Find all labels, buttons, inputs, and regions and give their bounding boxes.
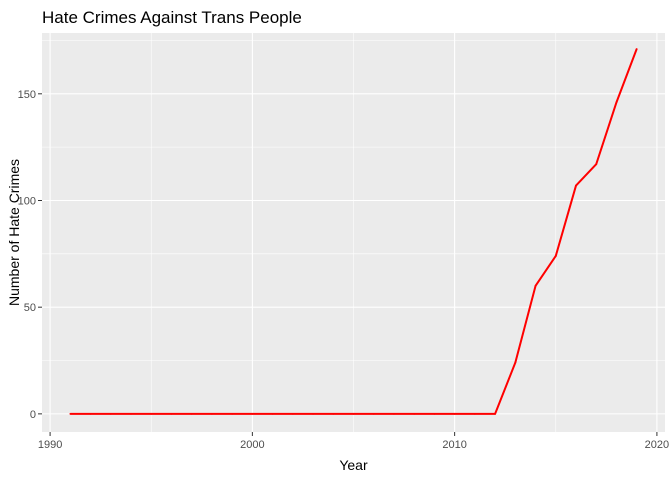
data-point: [514, 361, 517, 364]
data-point: [89, 412, 92, 415]
data-point: [271, 412, 274, 415]
x-tick-label: 2010: [442, 439, 466, 451]
minor-gridlines: [42, 33, 665, 432]
data-point: [615, 101, 618, 104]
y-tick-label: 150: [18, 89, 36, 101]
data-point: [595, 163, 598, 166]
data-point: [473, 412, 476, 415]
data-point: [554, 255, 557, 257]
y-tick-label: 100: [18, 195, 36, 207]
y-tick-label: 0: [30, 409, 36, 421]
x-tick-label: 2000: [240, 439, 264, 451]
data-point: [575, 184, 577, 187]
data-point: [130, 412, 132, 415]
y-tick-label: 50: [24, 302, 36, 314]
data-point: [231, 412, 234, 415]
y-axis: 0 50 100 150: [18, 89, 42, 421]
data-point: [312, 412, 314, 415]
data-point: [352, 412, 355, 415]
data-point: [393, 412, 395, 415]
data-point: [69, 412, 72, 415]
data-point: [109, 412, 112, 415]
major-gridlines: [42, 33, 665, 432]
data-point: [150, 412, 153, 415]
x-tick-label: 2020: [645, 439, 669, 451]
data-point: [291, 412, 294, 415]
data-point: [494, 412, 496, 415]
data-point: [635, 48, 638, 50]
data-point: [433, 412, 436, 415]
x-tick-label: 1990: [38, 439, 62, 451]
data-point: [332, 412, 335, 415]
data-point: [251, 412, 254, 415]
data-point: [372, 412, 375, 415]
data-point: [534, 284, 537, 287]
data-point: [453, 412, 456, 415]
x-axis-title: Year: [339, 457, 368, 473]
data-point: [413, 412, 416, 415]
x-axis: 1990 2000 2010 2020: [38, 432, 669, 451]
data-point: [211, 412, 213, 415]
y-axis-title: Number of Hate Crimes: [6, 159, 22, 306]
data-point: [170, 412, 173, 415]
data-point: [190, 412, 193, 415]
chart-title: Hate Crimes Against Trans People: [42, 8, 302, 27]
series-layer: [69, 48, 638, 415]
